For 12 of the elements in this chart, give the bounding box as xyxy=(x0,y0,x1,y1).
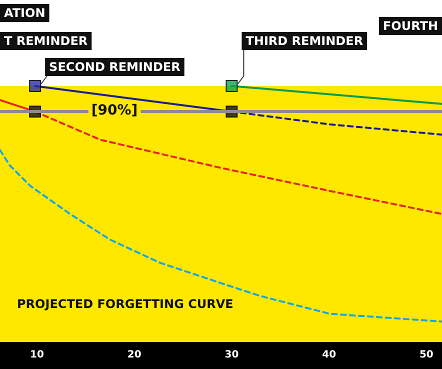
x-tick-label: 50 xyxy=(419,350,434,360)
annotation: SECOND REMINDER xyxy=(49,60,180,74)
annotation: THIRD REMINDER xyxy=(246,34,364,48)
x-tick-label: 30 xyxy=(224,350,239,360)
text: T REMINDER xyxy=(4,34,88,48)
x-tick-label: 10 xyxy=(30,350,44,360)
x-tick-label: 40 xyxy=(322,350,336,360)
text: FOURTH xyxy=(382,19,438,33)
ref-line-label: [90%] xyxy=(91,102,138,119)
x-tick-label: 20 xyxy=(127,350,142,360)
text: ATION xyxy=(4,6,46,20)
annotation: PROJECTED FORGETTING CURVE xyxy=(17,297,234,311)
